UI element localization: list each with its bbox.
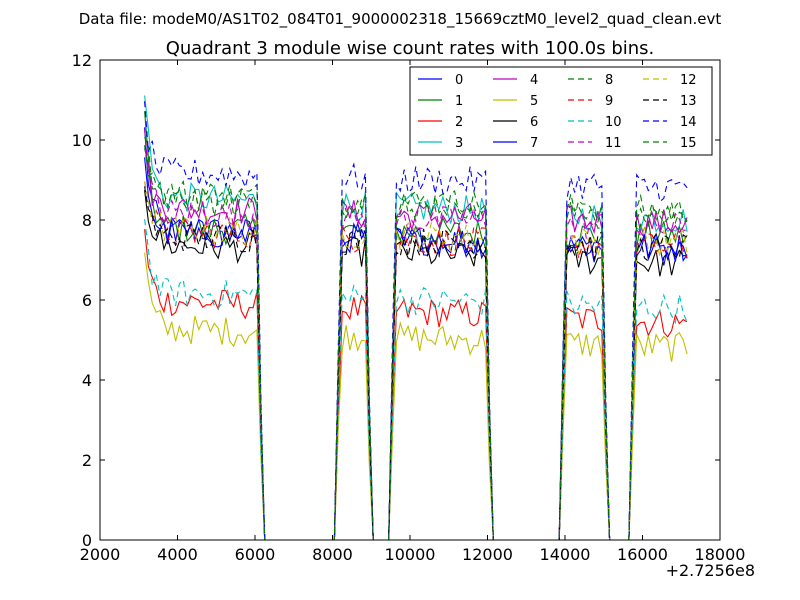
series-line-6 — [144, 189, 688, 541]
x-tick-label: 10000 — [385, 545, 436, 564]
series-line-12 — [144, 181, 688, 541]
legend-box — [409, 66, 713, 156]
y-tick-label: 10 — [72, 131, 92, 150]
plot-lines — [144, 95, 688, 541]
legend-label-1: 1 — [455, 94, 463, 109]
legend-label-4: 4 — [530, 73, 538, 88]
legend-label-5: 5 — [530, 94, 538, 109]
x-offset-label: +2.7256e8 — [666, 561, 755, 580]
legend-label-14: 14 — [680, 115, 697, 130]
axis-ticks: 2000 4000 6000 8000 10000 12000 14000 16000 1800… — [72, 51, 746, 564]
legend-label-11: 11 — [605, 136, 622, 151]
y-tick-label: 2 — [82, 451, 92, 470]
legend-label-7: 7 — [530, 136, 538, 151]
series-line-15 — [144, 145, 688, 541]
legend-label-13: 13 — [680, 94, 697, 109]
series-line-4 — [144, 148, 688, 541]
series-line-10 — [144, 219, 688, 541]
series-line-11 — [144, 129, 688, 541]
legend-label-15: 15 — [680, 136, 697, 151]
series-line-14 — [144, 101, 688, 541]
series-line-3 — [144, 95, 688, 541]
y-tick-label: 8 — [82, 211, 92, 230]
series-line-8 — [144, 136, 688, 541]
series-line-2 — [144, 229, 688, 541]
series-line-5 — [144, 252, 688, 541]
chart-title: Quadrant 3 module wise count rates with … — [166, 38, 655, 59]
x-tick-label: 2000 — [80, 545, 121, 564]
x-tick-label: 4000 — [157, 545, 198, 564]
x-tick-label: 12000 — [462, 545, 513, 564]
series-line-13 — [144, 186, 688, 541]
legend-label-8: 8 — [605, 73, 613, 88]
legend-label-9: 9 — [605, 94, 613, 109]
x-tick-label: 6000 — [235, 545, 276, 564]
legend-label-6: 6 — [530, 115, 538, 130]
y-tick-label: 12 — [72, 51, 92, 70]
legend-label-12: 12 — [680, 73, 697, 88]
legend-label-3: 3 — [455, 136, 463, 151]
x-tick-label: 16000 — [617, 545, 668, 564]
y-tick-label: 6 — [82, 291, 92, 310]
legend-label-2: 2 — [455, 115, 463, 130]
figure-suptitle: Data file: modeM0/AS1T02_084T01_90000023… — [79, 10, 722, 29]
legend-label-10: 10 — [605, 115, 622, 130]
y-tick-label: 4 — [82, 371, 92, 390]
legend-label-0: 0 — [455, 73, 463, 88]
x-tick-label: 14000 — [540, 545, 591, 564]
y-tick-label: 0 — [82, 531, 92, 550]
x-tick-label: 8000 — [312, 545, 353, 564]
x-tick-label: 18000 — [695, 545, 746, 564]
